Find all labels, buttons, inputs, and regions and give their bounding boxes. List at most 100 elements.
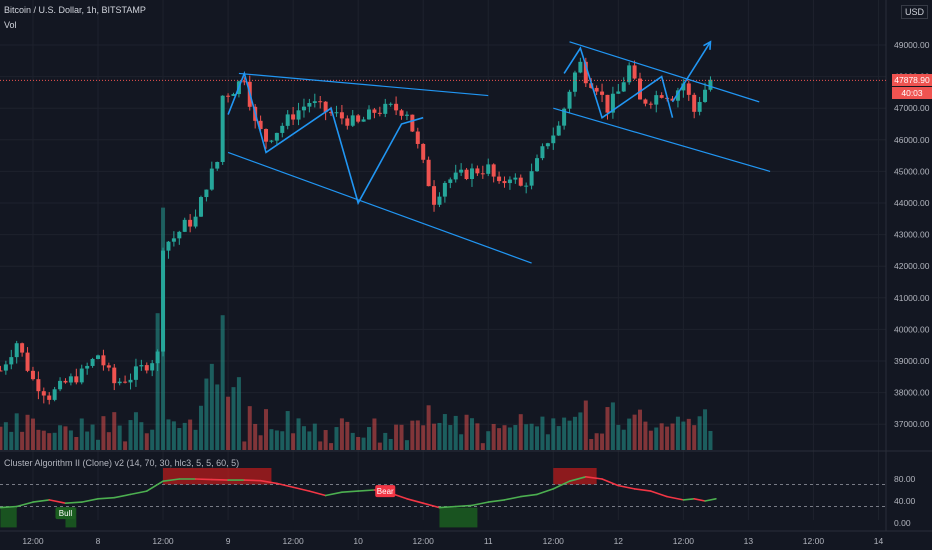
candle-body [491,164,496,177]
candle-body [280,125,285,133]
oscillator-segment [32,499,51,503]
volume-bar [106,432,111,450]
volume-bar [258,435,263,450]
candle-body [572,72,577,92]
volume-bar [274,430,279,450]
candle-body [659,95,664,98]
candle-body [79,368,84,383]
candle-body [708,79,713,90]
candle-body [329,112,334,114]
projection-arrow [671,41,712,103]
candle-body [638,78,642,100]
channel-line-upper-1 [238,72,489,97]
currency-button[interactable]: USD [900,5,928,19]
volume-bar [36,429,41,450]
bar-countdown-tag: 40:03 [892,87,932,99]
volume-bar [562,417,567,450]
oscillator-segment [64,501,83,505]
volume-bar [74,436,79,450]
volume-bar [394,424,399,450]
candle-body [301,106,306,111]
candle-body [675,90,680,101]
volume-bar [497,428,502,450]
candle-body [9,357,14,365]
volume-bar [535,426,540,450]
volume-bar [665,426,670,450]
volume-bar [177,428,182,450]
candle-body [513,177,518,180]
time-tick-label: 14 [874,536,884,546]
volume-bar [182,422,187,450]
oscillator-segment [145,480,164,492]
volume-bar [280,431,285,450]
oscillator-segment [438,505,457,509]
volume-bar [654,427,659,450]
volume-bar [171,421,176,450]
candle-body [41,391,46,396]
volume-bar [610,402,615,450]
candle-body [171,238,176,242]
candle-body [529,171,534,186]
oscillator-segment [584,475,603,480]
candle-body [128,379,133,383]
candle-body [567,91,572,109]
volume-bar [41,430,46,450]
oscillator-segment [650,490,668,498]
volume-bar [242,441,247,450]
volume-bar [388,438,393,450]
candle-body [562,108,567,126]
candle-body [177,231,182,239]
oscillator-segment [487,499,506,503]
volume-bar [507,427,512,450]
volume-bar [632,414,637,450]
volume-bar [459,434,464,450]
candle-body [556,125,561,136]
volume-bar [193,429,198,450]
volume-bar [231,387,236,450]
time-tick-label: 10 [353,536,363,546]
volume-bar [68,430,73,450]
signal-badge [375,485,396,498]
zigzag-pattern-2 [563,46,674,119]
candle-body [106,365,111,368]
volume-bar [9,431,14,450]
oscillator-segment [552,480,571,490]
volume-bar [296,418,301,450]
candle-body [394,103,399,111]
bear-zone [553,468,597,485]
candle-body [643,99,648,104]
candle-body [367,109,371,120]
volume-bar [367,427,371,450]
volume-bar [524,424,529,450]
oscillator-tick-label: 40.00 [894,496,916,506]
candle-body [58,380,63,390]
volume-bar [464,414,469,450]
time-tick-label: 12:00 [543,536,565,546]
oscillator-segment [292,486,311,492]
volume-bar [58,425,63,450]
volume-bar [578,412,583,450]
volume-bar [703,409,708,450]
oscillator-segment [519,493,538,498]
time-tick-label: 12:00 [413,536,435,546]
price-tick-label: 37000.00 [894,419,930,429]
candle-body [459,169,464,173]
volume-bar [3,422,8,450]
candle-body [421,143,426,160]
candle-body [621,82,626,92]
candle-body [648,103,653,105]
volume-bar [638,409,642,450]
volume-bar [475,423,480,450]
volume-bar [486,431,491,450]
oscillator-segment [341,490,359,494]
volume-bar [540,416,545,450]
volume-bar [491,423,496,450]
volume-bar [399,424,404,450]
volume-bar [112,412,117,450]
candle-body [540,146,545,159]
candle-body [204,189,209,198]
candle-body [453,172,458,180]
oscillator-segment [536,488,555,496]
